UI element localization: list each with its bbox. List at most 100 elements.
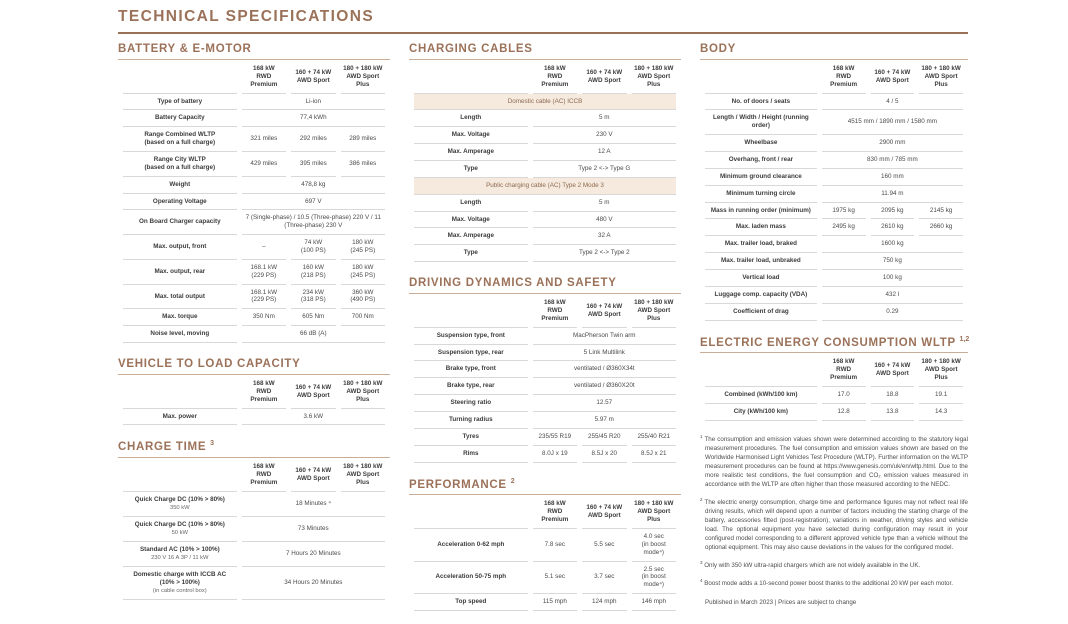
spec-table-charging-cables: 168 kW RWD Premium 160 + 74 kW AWD Sport 1… <box>409 61 681 263</box>
spec-label: Suspension type, rear <box>414 345 528 362</box>
spec-value-3: 386 miles <box>340 152 385 177</box>
model-header-3: 180 + 180 kW AWD Sport Plus <box>631 496 676 530</box>
spec-value-span: 697 V <box>241 194 385 211</box>
spec-value-span: 830 mm / 785 mm <box>821 152 963 169</box>
spec-value-span: 480 V <box>532 212 676 229</box>
spec-value-1: 115 mph <box>532 594 578 612</box>
section-energy-consumption: ELECTRIC ENERGY CONSUMPTION WLTP 1,2 168 … <box>700 334 969 421</box>
spec-value-3: 289 miles <box>340 127 385 153</box>
spec-value-span: 4 / 5 <box>821 94 963 111</box>
section-battery: BATTERY & E-MOTOR 168 kW RWD Premium 160 +… <box>118 41 390 344</box>
heading-footnote-marker: 2 <box>510 477 515 485</box>
spec-table-energy-consumption: 168 kW RWD Premium 160 + 74 kW AWD Sport 1… <box>700 354 968 421</box>
section-heading-charge-time: CHARGE TIME 3 <box>118 438 390 459</box>
spec-label: Max. torque <box>123 309 237 327</box>
spec-row: Vertical load 100 kg <box>705 270 963 287</box>
spec-value-1: 429 miles <box>241 152 287 177</box>
model-header-row: 168 kW RWD Premium 160 + 74 kW AWD Sport 1… <box>123 459 385 492</box>
spec-row: Max. Amperage 12 A <box>414 144 676 162</box>
column-3: BODY 168 kW RWD Premium 160 + 74 kW AWD Sp… <box>700 41 969 615</box>
spec-value-span: 432 l <box>821 287 963 304</box>
spec-value-2: 395 miles <box>291 152 336 177</box>
section-heading-energy-consumption: ELECTRIC ENERGY CONSUMPTION WLTP 1,2 <box>700 334 969 354</box>
spec-value-3: 2.5 sec (in boost mode⁴) <box>631 562 676 595</box>
footnote-marker: 3 <box>700 559 703 565</box>
spec-row: Max. total output 168.1 kW (229 PS) 234 kW… <box>123 285 385 310</box>
section-heading-driving-dynamics: DRIVING DYNAMICS AND SAFETY <box>409 275 681 295</box>
footnote-marker: 1 <box>700 433 703 439</box>
spec-label: Luggage comp. capacity (VDA) <box>705 287 817 304</box>
spec-value-span: 5.97 m <box>532 412 676 429</box>
spec-table-body: 168 kW RWD Premium 160 + 74 kW AWD Sport 1… <box>700 61 968 321</box>
spec-value-span: Li-ion <box>241 94 385 111</box>
section-heading-battery: BATTERY & E-MOTOR <box>118 41 390 60</box>
spec-label: No. of doors / seats <box>705 94 817 111</box>
spec-value-3: 180 kW (245 PS) <box>340 235 385 260</box>
spec-value-2: 255/45 R20 <box>582 429 627 446</box>
spec-row: Length 5 m <box>414 110 676 128</box>
section-charge-time: CHARGE TIME 3 168 kW RWD Premium 160 + 74 … <box>118 438 390 601</box>
spec-row: Overhang, front / rear 830 mm / 785 mm <box>705 152 963 169</box>
spec-value-1: 2495 kg <box>821 219 866 237</box>
spec-value-1: 321 miles <box>241 127 287 153</box>
model-header-row: 168 kW RWD Premium 160 + 74 kW AWD Sport 1… <box>705 354 963 388</box>
section-heading-charging-cables: CHARGING CABLES <box>409 41 681 60</box>
spec-label: Length / Width / Height (running order) <box>705 110 817 136</box>
spec-row: Domestic charge with ICCB AC (10% > 100%… <box>123 567 385 601</box>
spec-row: Acceleration 50-75 mph 5.1 sec 3.7 sec 2.5 … <box>414 562 676 595</box>
spec-value-2: 8.5J x 20 <box>582 446 627 463</box>
spec-value-3: 14.3 <box>919 404 963 421</box>
spec-value-2: 292 miles <box>291 127 336 153</box>
spec-value-span: 66 dB (A) <box>241 326 385 344</box>
spec-value-span: 12 A <box>532 144 676 162</box>
model-header-2: 160 + 74 kW AWD Sport <box>291 376 336 409</box>
spec-row: Coefficient of drag 0.29 <box>705 304 963 321</box>
spec-row: Max. torque 350 Nm 605 Nm 700 Nm <box>123 309 385 327</box>
spec-row: Brake type, front ventilated / Ø360X34t <box>414 361 676 379</box>
spec-value-span: 5 Link Multilink <box>532 345 676 362</box>
spec-label: Quick Charge DC (10% > 80%) 350 kW <box>123 492 237 517</box>
spec-label: Acceleration 50-75 mph <box>414 562 528 595</box>
spec-table-driving-dynamics: 168 kW RWD Premium 160 + 74 kW AWD Sport 1… <box>409 295 681 463</box>
column-2: CHARGING CABLES 168 kW RWD Premium 160 + 7… <box>409 41 681 624</box>
spec-value-1: 168.1 kW (229 PS) <box>241 260 287 285</box>
spec-value-3: 2660 kg <box>919 219 963 237</box>
model-header-2: 160 + 74 kW AWD Sport <box>582 295 627 328</box>
spec-row: Type Type 2 <-> Type 2 <box>414 245 676 263</box>
spec-label: Range Combined WLTP (based on a full cha… <box>123 127 237 153</box>
subcategory-band-row: Domestic cable (AC) ICCB <box>414 93 676 111</box>
spec-label: Combined (kWh/100 km) <box>705 387 817 404</box>
spec-row: Combined (kWh/100 km) 17.0 18.8 19.1 <box>705 387 963 404</box>
spec-value-span: MacPherson Twin arm <box>532 328 676 345</box>
model-header-2: 160 + 74 kW AWD Sport <box>870 61 915 94</box>
spec-value-2: 2095 kg <box>870 203 915 220</box>
spec-row: Rims 8.0J x 19 8.5J x 20 8.5J x 21 <box>414 446 676 463</box>
spec-value-2: 3.7 sec <box>582 562 627 595</box>
model-header-1: 168 kW RWD Premium <box>821 354 866 388</box>
spec-row: Max. Amperage 32 A <box>414 228 676 246</box>
model-header-3: 180 + 180 kW AWD Sport Plus <box>919 354 963 388</box>
model-header-row: 168 kW RWD Premium 160 + 74 kW AWD Sport 1… <box>705 61 963 94</box>
spec-value-span: 73 Minutes <box>241 517 385 543</box>
spec-label: Brake type, front <box>414 361 528 379</box>
spec-label-sub: (in cable control box) <box>152 587 207 594</box>
spec-label: Max. trailer load, braked <box>705 236 817 254</box>
spec-value-span: 750 kg <box>821 253 963 271</box>
model-header-3: 180 + 180 kW AWD Sport Plus <box>340 376 385 409</box>
spec-label: Wheelbase <box>705 135 817 153</box>
spec-value-3: 180 kW (245 PS) <box>340 260 385 285</box>
spec-label: Noise level, moving <box>123 326 237 344</box>
spec-label: Minimum turning circle <box>705 186 817 203</box>
spec-value-2: 18.8 <box>870 387 915 404</box>
spec-table-charge-time: 168 kW RWD Premium 160 + 74 kW AWD Sport 1… <box>118 459 390 601</box>
spec-row: Mass in running order (minimum) 1975 kg 20… <box>705 203 963 220</box>
spec-value-3: 146 mph <box>631 594 676 612</box>
spec-row: Weight 478,8 kg <box>123 177 385 194</box>
spec-value-2: 74 kW (100 PS) <box>291 235 336 260</box>
spec-label: Minimum ground clearance <box>705 169 817 186</box>
spec-value-span: ventilated / Ø360X20t <box>532 378 676 396</box>
spec-value-span: 1600 kg <box>821 236 963 254</box>
spec-label: Rims <box>414 446 528 463</box>
spec-row: Operating Voltage 697 V <box>123 194 385 211</box>
spec-value-1: 8.0J x 19 <box>532 446 578 463</box>
